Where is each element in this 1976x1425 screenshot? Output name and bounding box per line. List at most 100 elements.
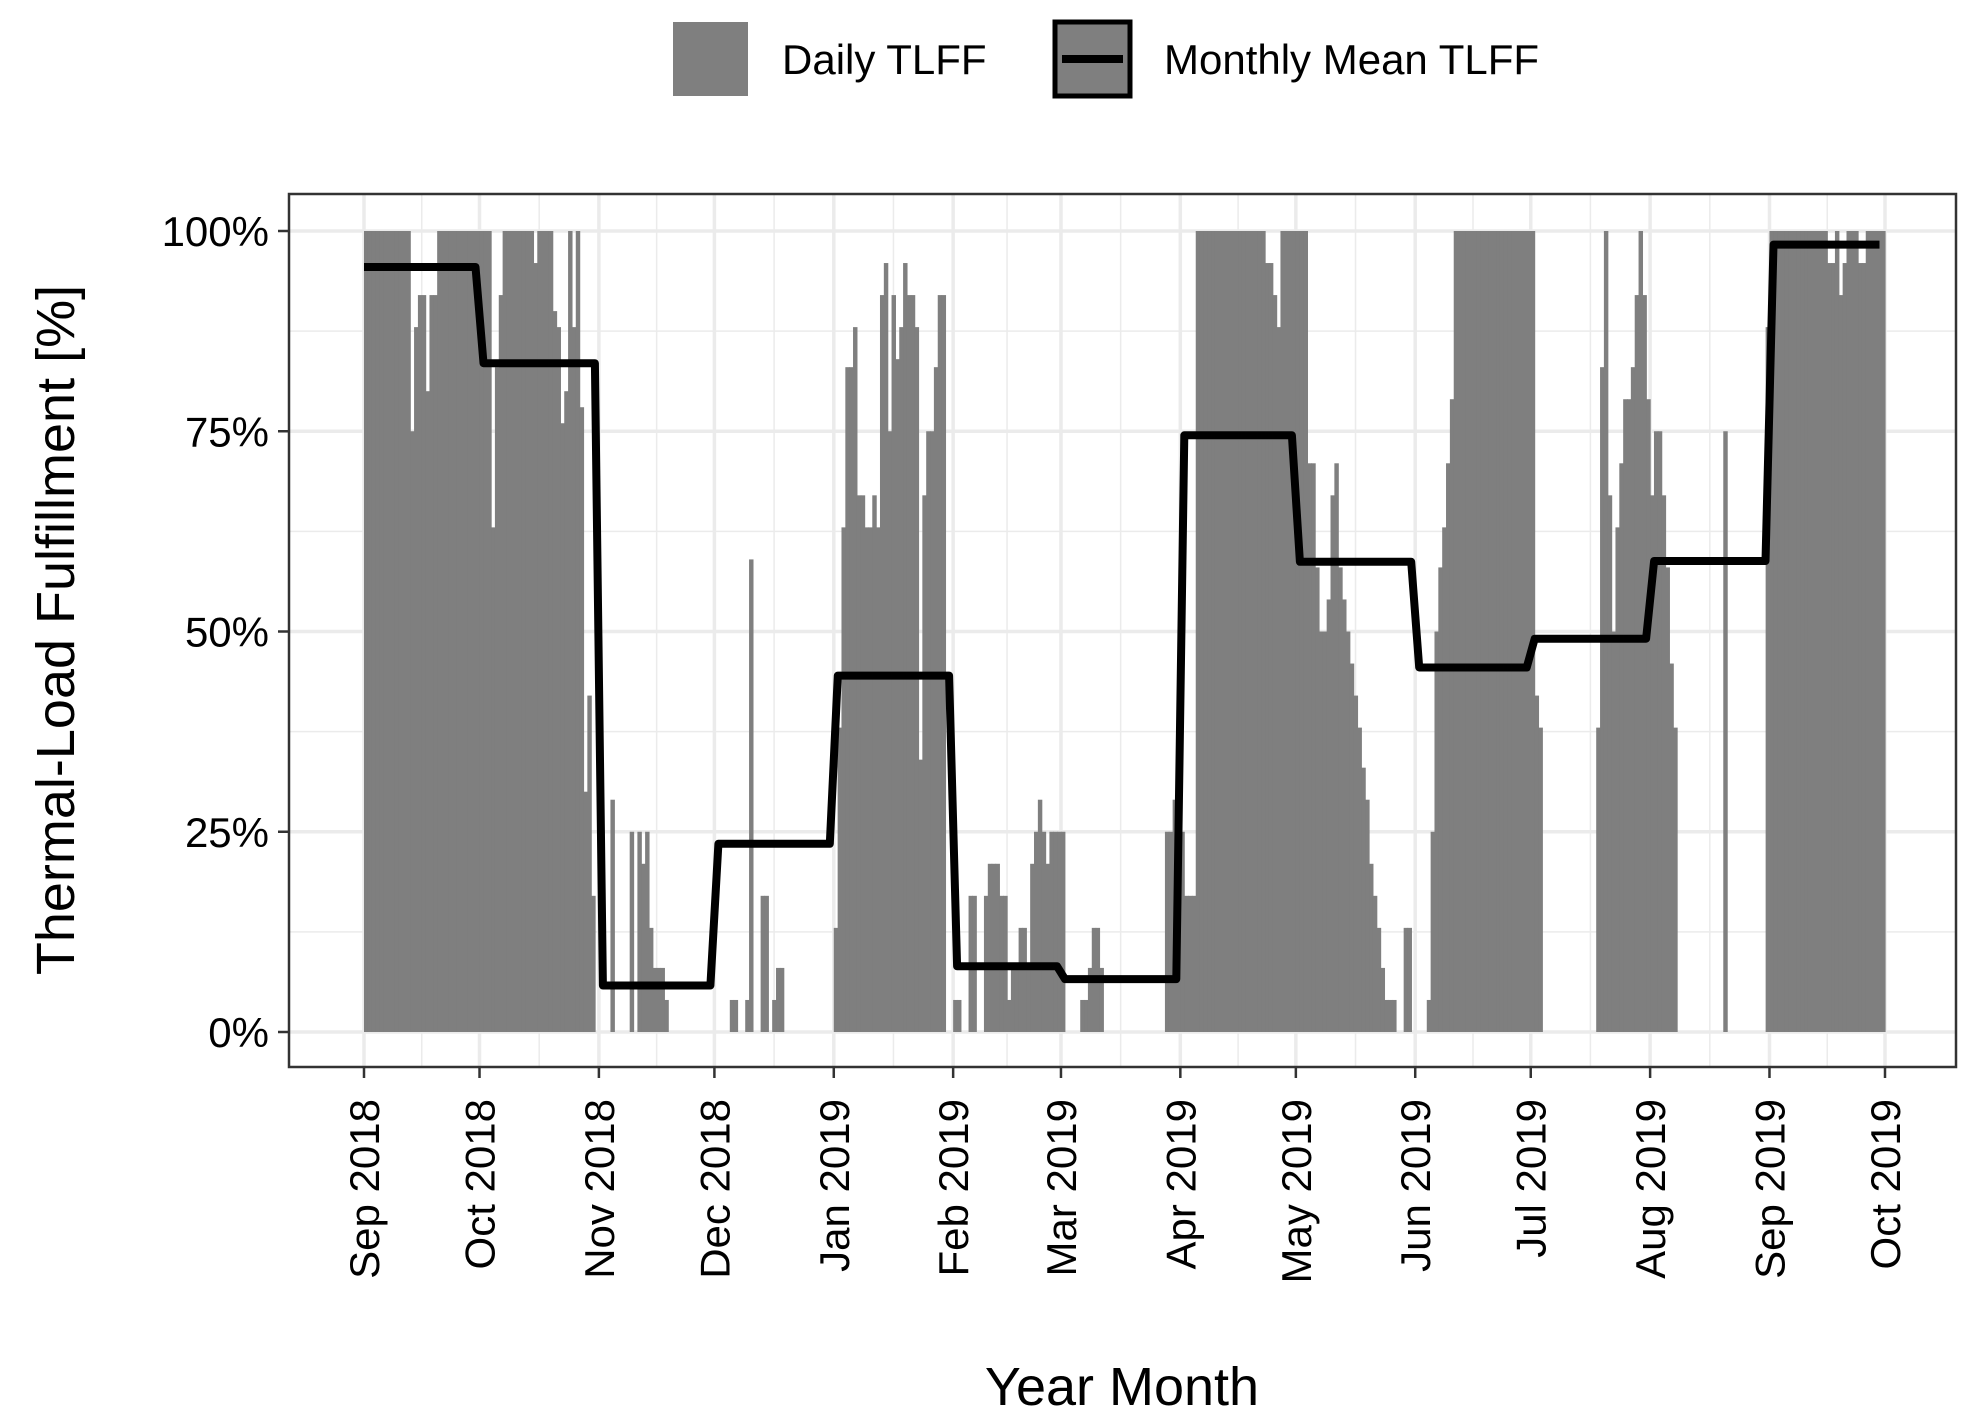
daily-bar	[1653, 431, 1659, 1032]
daily-bar	[1642, 295, 1647, 1033]
daily-bar	[1476, 231, 1482, 1032]
x-tick-label: Aug 2019	[1627, 1099, 1674, 1279]
daily-bar	[1834, 231, 1840, 1032]
daily-bar	[876, 527, 881, 1032]
daily-bar	[1515, 231, 1520, 1032]
daily-bar	[749, 559, 754, 1032]
daily-bar	[444, 231, 450, 1032]
daily-bar	[1842, 263, 1848, 1032]
daily-bar	[456, 231, 461, 1032]
daily-bar	[510, 231, 515, 1032]
daily-bar	[367, 231, 373, 1032]
daily-bar	[879, 295, 885, 1033]
daily-bar	[941, 295, 947, 1033]
daily-bar	[410, 431, 415, 1032]
daily-bar	[1403, 927, 1409, 1032]
daily-bar	[498, 295, 504, 1033]
daily-bar	[1318, 631, 1324, 1032]
daily-bar	[433, 295, 438, 1033]
daily-bar	[1041, 831, 1047, 1032]
daily-bar	[1503, 231, 1509, 1032]
daily-bar	[629, 831, 635, 1032]
daily-bar	[1484, 231, 1489, 1032]
daily-bar	[1265, 263, 1270, 1032]
daily-bar	[1369, 863, 1374, 1032]
daily-bar	[387, 231, 392, 1032]
daily-bar	[887, 431, 893, 1032]
daily-bar	[1299, 231, 1305, 1032]
daily-bar	[1357, 727, 1362, 1032]
daily-bar	[1661, 495, 1667, 1033]
daily-bar	[1080, 999, 1085, 1032]
daily-bar	[1511, 231, 1516, 1032]
daily-bar	[891, 295, 896, 1033]
daily-bar	[1600, 367, 1605, 1032]
y-tick-label: 25%	[185, 809, 269, 856]
x-tick-label: Dec 2018	[691, 1099, 738, 1279]
daily-bar	[421, 295, 427, 1033]
daily-bar	[464, 231, 469, 1032]
legend-label-monthly: Monthly Mean TLFF	[1164, 36, 1539, 83]
daily-bar	[1507, 231, 1513, 1032]
daily-bar	[1800, 231, 1805, 1032]
daily-bar	[1253, 231, 1258, 1032]
daily-bar	[845, 367, 850, 1032]
y-axis-title: Thermal-Load Fulfillment [%]	[26, 285, 86, 975]
daily-bar	[1338, 567, 1343, 1032]
daily-bar	[556, 327, 561, 1032]
daily-bar	[479, 231, 484, 1032]
daily-bar	[910, 295, 916, 1033]
daily-bar	[525, 231, 531, 1032]
daily-bar	[1499, 231, 1505, 1032]
daily-bar	[514, 231, 519, 1032]
daily-bar	[1523, 231, 1528, 1032]
daily-bar	[664, 999, 669, 1032]
daily-bar	[483, 231, 488, 1032]
daily-bar	[645, 831, 650, 1032]
daily-bar	[1288, 231, 1293, 1032]
daily-bar	[571, 327, 577, 1032]
daily-bar	[1295, 231, 1301, 1032]
daily-bar	[1461, 231, 1466, 1032]
daily-bar	[895, 359, 900, 1032]
daily-bar	[1191, 895, 1197, 1032]
daily-bar	[1280, 231, 1285, 1032]
y-tick-label: 0%	[208, 1009, 269, 1056]
daily-bar	[1769, 231, 1774, 1032]
daily-bar	[1018, 927, 1024, 1032]
daily-bar	[1673, 727, 1678, 1032]
daily-bar	[868, 527, 873, 1032]
x-axis: Sep 2018 Oct 2018 Nov 2018 Dec 2018 Jan 2019…	[341, 1067, 1909, 1283]
daily-bar	[1307, 463, 1312, 1032]
daily-bar	[1449, 399, 1455, 1033]
daily-bar	[1634, 295, 1640, 1033]
daily-bar	[1322, 631, 1328, 1032]
daily-bar	[1496, 231, 1501, 1032]
daily-bar	[402, 231, 407, 1032]
daily-bar	[1773, 231, 1778, 1032]
daily-bar	[448, 231, 454, 1032]
daily-bar	[1238, 231, 1243, 1032]
daily-bar	[417, 295, 423, 1033]
daily-bar	[406, 231, 411, 1032]
x-tick-label: Oct 2018	[457, 1099, 504, 1269]
daily-bar	[390, 231, 396, 1032]
daily-bar	[425, 391, 431, 1032]
daily-bar	[1627, 399, 1632, 1033]
daily-bar	[1349, 663, 1355, 1032]
daily-bar	[1453, 231, 1459, 1032]
legend-key-daily-bars	[673, 22, 748, 96]
daily-bar	[776, 967, 781, 1032]
daily-bar	[833, 927, 839, 1032]
daily-bar	[933, 367, 939, 1032]
x-tick-label: Jan 2019	[811, 1099, 858, 1272]
daily-bar	[1526, 231, 1532, 1032]
daily-bar	[660, 967, 665, 1032]
daily-bar	[1865, 231, 1871, 1032]
daily-bar	[729, 999, 735, 1032]
daily-bar	[641, 863, 646, 1032]
daily-bar	[583, 791, 588, 1032]
daily-bar	[652, 967, 658, 1032]
daily-bar	[1442, 527, 1447, 1032]
daily-bar	[1342, 599, 1347, 1032]
